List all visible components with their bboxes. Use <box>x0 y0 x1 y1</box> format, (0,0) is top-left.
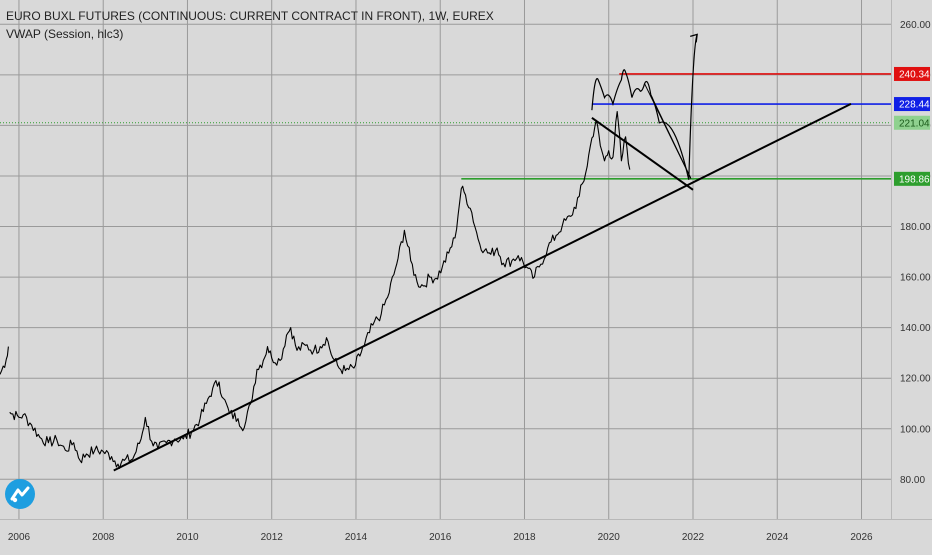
horizontal-gridlines <box>0 23 891 480</box>
projection-path <box>591 34 698 180</box>
x-axis-ticks: 2006 2008 2010 2012 2014 2016 2018 2020 2022 2024… <box>8 532 873 543</box>
x-tick-label: 2018 <box>513 532 536 543</box>
x-tick-label: 2008 <box>92 532 115 543</box>
x-tick-label: 2010 <box>176 532 199 543</box>
price-series <box>0 110 631 469</box>
tradingview-logo-icon[interactable] <box>5 479 35 509</box>
price-tags: 240.34 228.44 221.04 198.86 <box>894 66 930 186</box>
x-tick-label: 2026 <box>850 532 873 543</box>
projection-fan-line-1 <box>650 94 692 179</box>
trend-line-1 <box>591 116 694 191</box>
projection-arrow-head <box>690 33 698 43</box>
y-tick-label: 180.00 <box>900 222 931 233</box>
y-tick-label: 120.00 <box>900 374 931 385</box>
price-tag-240.34: 240.34 <box>899 69 930 80</box>
x-tick-label: 2020 <box>598 532 621 543</box>
price-tag-bg-228.44 <box>894 97 930 112</box>
vertical-gridlines <box>18 0 863 519</box>
x-tick-label: 2016 <box>429 532 452 543</box>
x-tick-label: 2012 <box>261 532 284 543</box>
y-tick-label: 100.00 <box>900 424 931 435</box>
logo-glyph <box>10 486 30 503</box>
x-tick-label: 2022 <box>682 532 705 543</box>
price-tag-bg-221.04 <box>894 115 930 130</box>
price-tag-221.04: 221.04 <box>899 118 930 129</box>
drawing-annotations <box>113 33 852 472</box>
x-tick-label: 2014 <box>345 532 368 543</box>
y-tick-label: 160.00 <box>900 273 931 284</box>
price-tag-228.44: 228.44 <box>899 100 930 111</box>
price-tag-bg-240.34 <box>894 66 930 81</box>
x-tick-label: 2024 <box>766 532 789 543</box>
price-line-series-0 <box>0 110 631 469</box>
y-tick-label: 140.00 <box>900 323 931 334</box>
indicator-label[interactable]: VWAP (Session, hlc3) <box>6 27 124 41</box>
y-tick-label: 260.00 <box>900 20 931 31</box>
y-tick-label: 80.00 <box>900 475 925 486</box>
chart-title: EURO BUXL FUTURES (CONTINUOUS: CURRENT C… <box>6 9 494 23</box>
x-tick-label: 2006 <box>8 532 31 543</box>
price-tag-198.86: 198.86 <box>899 174 930 185</box>
trend-line-0 <box>113 103 852 472</box>
price-tag-bg-198.86 <box>894 171 930 186</box>
